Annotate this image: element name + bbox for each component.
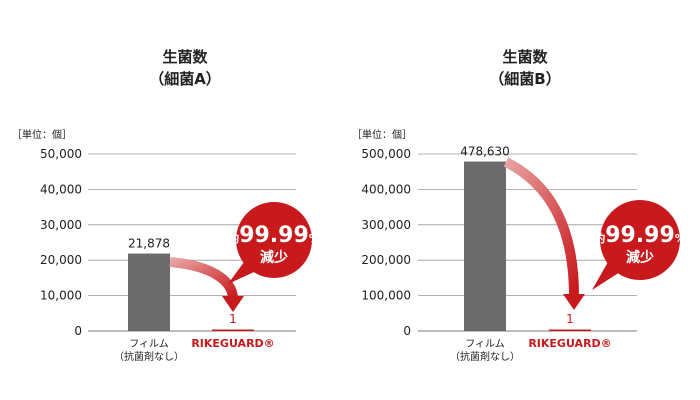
- callout-percentage: 約99.99%: [594, 223, 686, 248]
- category-label-film: （抗菌剤なし）: [114, 350, 184, 363]
- callout-suffix: %: [309, 232, 320, 245]
- decrease-arrow-head: [563, 294, 585, 310]
- y-tick-label: 100,000: [361, 289, 411, 303]
- y-tick-label: 200,000: [361, 253, 411, 267]
- chart-title-line: 生菌数: [502, 48, 548, 66]
- bar-rikeguard: [549, 329, 591, 331]
- callout-label: 減少: [626, 249, 654, 266]
- chart-title-line: （細菌A）: [149, 70, 221, 88]
- bar-film: [128, 253, 170, 331]
- callout-value: 99.99: [239, 223, 309, 248]
- y-tick-label: 0: [403, 324, 411, 338]
- value-label-film: 21,878: [128, 237, 170, 251]
- y-tick-label: 500,000: [361, 147, 411, 161]
- callout-bubble: [600, 200, 680, 280]
- y-tick-label: 20,000: [40, 253, 82, 267]
- callout-suffix: %: [675, 232, 686, 245]
- y-tick-label: 50,000: [40, 147, 82, 161]
- y-tick-label: 10,000: [40, 289, 82, 303]
- bar-rikeguard: [212, 329, 254, 331]
- category-label-film: フィルム: [465, 338, 505, 350]
- y-tick-label: 0: [74, 324, 82, 338]
- callout-bubble: [236, 202, 312, 278]
- value-label-rikeguard: 1: [566, 312, 574, 326]
- callout-tail: [228, 262, 254, 284]
- chart-panel-2: 生菌数 （細菌B） ［単位：個］ 0 100,000 200,000 300,000 400,…: [352, 48, 686, 363]
- callout-label: 減少: [260, 249, 288, 266]
- chart-panel-1: 生菌数 （細菌A） ［単位：個］ 0 10,000 20,000 30,000 40,000 5…: [12, 48, 320, 363]
- y-tick-label: 300,000: [361, 218, 411, 232]
- category-label-film: フィルム: [129, 338, 169, 350]
- y-tick-label: 40,000: [40, 182, 82, 196]
- category-label-rikeguard: RIKEGUARD®: [191, 337, 274, 350]
- decrease-arrow: [503, 157, 579, 297]
- callout-value: 99.99: [605, 223, 675, 248]
- chart-title-line: 生菌数: [162, 48, 208, 66]
- value-label-rikeguard: 1: [229, 312, 237, 326]
- decrease-arrow-head: [222, 296, 244, 312]
- callout-percentage: 約99.99%: [228, 223, 320, 248]
- unit-label: ［単位：個］: [12, 128, 72, 141]
- value-label-film: 478,630: [460, 145, 510, 159]
- category-label-rikeguard: RIKEGUARD®: [528, 337, 611, 350]
- y-tick-label: 400,000: [361, 182, 411, 196]
- category-label-film: （抗菌剤なし）: [450, 350, 520, 363]
- unit-label: ［単位：個］: [352, 128, 412, 141]
- bar-film: [464, 161, 506, 331]
- callout-prefix: 約: [228, 231, 239, 245]
- decrease-arrow: [169, 257, 238, 299]
- chart-title-line: （細菌B）: [489, 70, 560, 88]
- y-tick-label: 30,000: [40, 218, 82, 232]
- callout-prefix: 約: [594, 231, 605, 245]
